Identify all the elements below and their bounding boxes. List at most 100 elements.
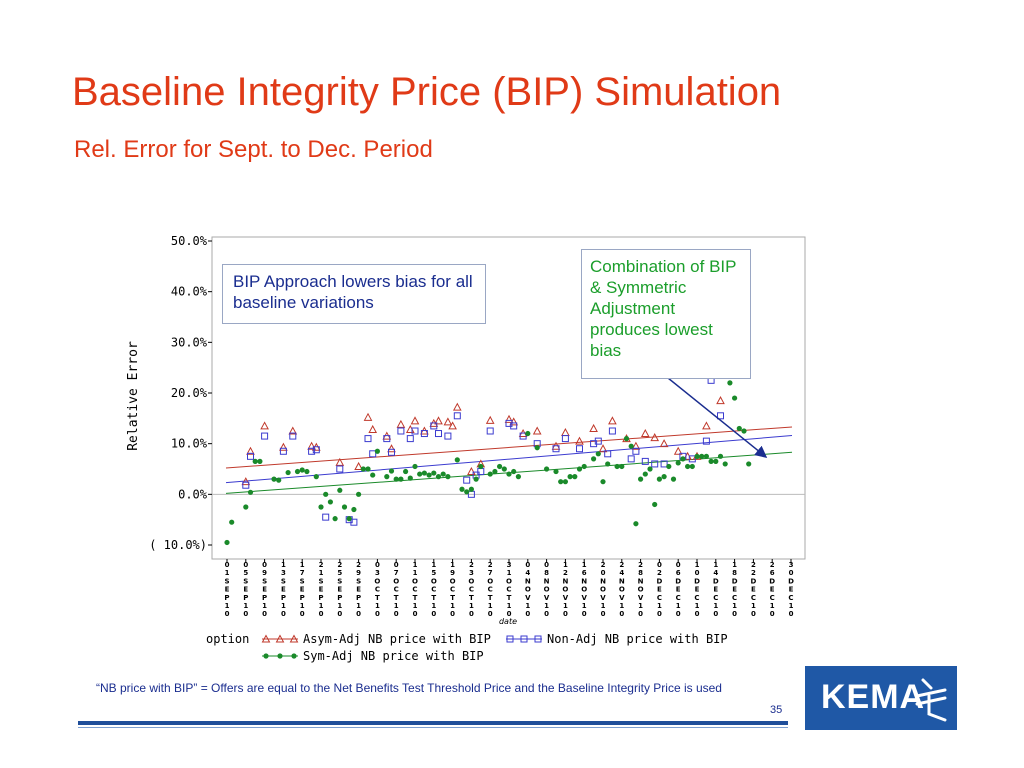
data-point <box>638 476 644 482</box>
data-point <box>445 474 451 480</box>
data-point <box>575 436 584 445</box>
data-point <box>308 447 316 455</box>
footer-rule <box>78 721 788 725</box>
data-point <box>485 415 495 424</box>
data-point <box>363 412 373 421</box>
data-point <box>680 456 686 462</box>
data-point <box>628 443 634 449</box>
combination-note-box: Combination of BIP & Symmetric Adjustmen… <box>581 249 751 379</box>
footnote: “NB price with BIP” = Offers are equal t… <box>96 681 722 695</box>
data-point <box>407 475 413 481</box>
data-point <box>260 421 269 430</box>
data-point <box>443 417 453 426</box>
data-point <box>736 425 742 432</box>
data-point <box>275 634 285 643</box>
data-point <box>229 519 235 525</box>
data-point <box>702 437 710 445</box>
data-point <box>595 451 601 457</box>
data-point <box>354 461 363 470</box>
data-point <box>576 466 583 472</box>
data-point <box>241 477 251 486</box>
trend-line <box>225 435 793 484</box>
data-point <box>435 474 442 480</box>
data-point <box>435 430 442 438</box>
data-point <box>633 521 639 527</box>
data-point <box>534 635 542 643</box>
kema-logo-mark <box>915 678 947 722</box>
data-point <box>619 463 625 470</box>
data-point <box>364 435 372 443</box>
data-point <box>534 445 540 451</box>
data-point <box>519 432 527 440</box>
data-point <box>252 458 258 464</box>
data-point <box>434 416 443 425</box>
y-tick-label: 0.0% <box>178 487 208 501</box>
data-point <box>383 435 391 443</box>
data-point <box>370 472 376 478</box>
data-point <box>257 458 263 464</box>
y-axis: 50.0% 40.0% 30.0% 20.0% 10.0% 0.0% ( 10.0%) <box>149 234 212 552</box>
kema-logo-text: KEMA <box>821 678 926 716</box>
data-point <box>312 446 320 454</box>
data-point <box>299 467 305 473</box>
data-point <box>294 468 301 475</box>
page-number: 35 <box>770 704 783 716</box>
data-point <box>403 468 409 475</box>
data-point <box>411 427 419 435</box>
data-point <box>289 634 299 643</box>
data-point <box>464 489 470 495</box>
data-point <box>336 465 344 473</box>
data-point <box>713 458 719 464</box>
legend-label: Non-Adj NB price with BIP <box>547 632 728 646</box>
data-point <box>322 513 330 521</box>
data-point <box>388 448 395 456</box>
data-point <box>332 516 338 522</box>
data-point <box>486 427 494 435</box>
data-point <box>544 466 550 472</box>
data-point <box>631 441 641 450</box>
data-point <box>605 461 611 467</box>
data-point <box>506 635 514 643</box>
data-point <box>243 504 249 510</box>
data-point <box>717 412 724 420</box>
data-point <box>722 461 728 467</box>
data-point <box>487 471 493 477</box>
data-point <box>368 424 378 433</box>
data-point <box>448 421 457 430</box>
data-point <box>732 395 738 401</box>
data-point <box>313 474 319 480</box>
data-point <box>661 474 667 480</box>
legend-title: option <box>206 632 249 646</box>
data-point <box>271 476 277 482</box>
data-point <box>452 402 462 411</box>
data-point <box>444 432 452 440</box>
data-point <box>688 455 696 463</box>
data-point <box>576 445 583 453</box>
data-point <box>558 479 564 485</box>
data-point <box>552 445 560 453</box>
data-point <box>716 396 725 405</box>
data-point <box>478 463 484 470</box>
data-point <box>659 439 669 448</box>
data-point <box>350 518 358 526</box>
data-point <box>276 477 282 483</box>
trend-line <box>225 426 793 469</box>
data-point <box>510 422 518 430</box>
data-point <box>650 433 660 442</box>
